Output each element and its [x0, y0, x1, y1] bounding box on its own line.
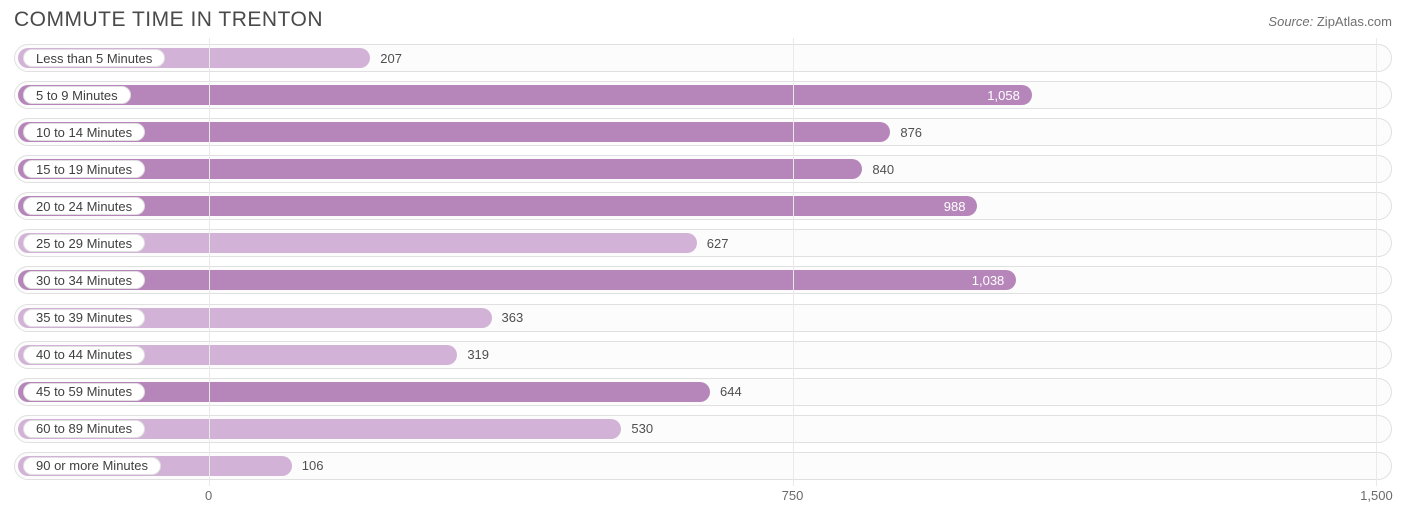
bar-track: 10 to 14 Minutes 876 [14, 118, 1392, 146]
x-tick: 1,500 [1360, 488, 1393, 503]
gridline [209, 38, 210, 486]
bar-track: 60 to 89 Minutes 530 [14, 415, 1392, 443]
chart-source: Source: ZipAtlas.com [1268, 14, 1392, 29]
bar-track: Less than 5 Minutes 207 [14, 44, 1392, 72]
bar-fill [18, 196, 977, 216]
bar-value-inside: 988 [944, 193, 978, 219]
bar-value-outside: 876 [890, 119, 922, 145]
category-pill: 25 to 29 Minutes [23, 234, 145, 252]
chart-header: COMMUTE TIME IN TRENTON Source: ZipAtlas… [14, 8, 1392, 38]
chart-title: COMMUTE TIME IN TRENTON [14, 8, 323, 32]
bar-track: 40 to 44 Minutes 319 [14, 341, 1392, 369]
plot-area: Less than 5 Minutes 207 5 to 9 Minutes 1,05… [14, 38, 1392, 486]
category-pill: 5 to 9 Minutes [23, 86, 131, 104]
category-pill: 30 to 34 Minutes [23, 271, 145, 289]
category-pill: 15 to 19 Minutes [23, 160, 145, 178]
source-value: ZipAtlas.com [1317, 14, 1392, 29]
gridline [1376, 38, 1377, 486]
bar-track: 90 or more Minutes 106 [14, 452, 1392, 480]
bar-track: 15 to 19 Minutes 840 [14, 155, 1392, 183]
bar-value-outside: 530 [621, 416, 653, 442]
category-pill: 60 to 89 Minutes [23, 420, 145, 438]
category-pill: 45 to 59 Minutes [23, 383, 145, 401]
bar-value-outside: 106 [292, 453, 324, 479]
bar-value-outside: 363 [492, 305, 524, 331]
bar-fill [18, 270, 1016, 290]
x-axis: 0 750 1,500 [14, 486, 1392, 508]
x-tick: 0 [205, 488, 212, 503]
bar-track: 35 to 39 Minutes 363 [14, 304, 1392, 332]
source-label: Source: [1268, 14, 1313, 29]
bar-track: 30 to 34 Minutes 1,038 [14, 266, 1392, 294]
bar-value-outside: 319 [457, 342, 489, 368]
bar-fill [18, 85, 1032, 105]
bar-track: 45 to 59 Minutes 644 [14, 378, 1392, 406]
category-pill: 40 to 44 Minutes [23, 346, 145, 364]
category-pill: 20 to 24 Minutes [23, 197, 145, 215]
bar-track: 5 to 9 Minutes 1,058 [14, 81, 1392, 109]
bar-value-outside: 207 [370, 45, 402, 71]
gridline [793, 38, 794, 486]
bars-container: Less than 5 Minutes 207 5 to 9 Minutes 1,05… [14, 38, 1392, 486]
x-tick: 750 [782, 488, 804, 503]
category-pill: 90 or more Minutes [23, 457, 161, 475]
category-pill: 35 to 39 Minutes [23, 309, 145, 327]
bar-value-outside: 840 [862, 156, 894, 182]
bar-track: 20 to 24 Minutes 988 [14, 192, 1392, 220]
bar-value-inside: 1,038 [972, 267, 1017, 293]
bar-value-outside: 627 [697, 230, 729, 256]
category-pill: 10 to 14 Minutes [23, 123, 145, 141]
category-pill: Less than 5 Minutes [23, 49, 165, 67]
bar-fill [18, 122, 890, 142]
bar-value-inside: 1,058 [987, 82, 1032, 108]
bar-value-outside: 644 [710, 379, 742, 405]
bar-track: 25 to 29 Minutes 627 [14, 229, 1392, 257]
commute-time-chart: COMMUTE TIME IN TRENTON Source: ZipAtlas… [0, 0, 1406, 522]
